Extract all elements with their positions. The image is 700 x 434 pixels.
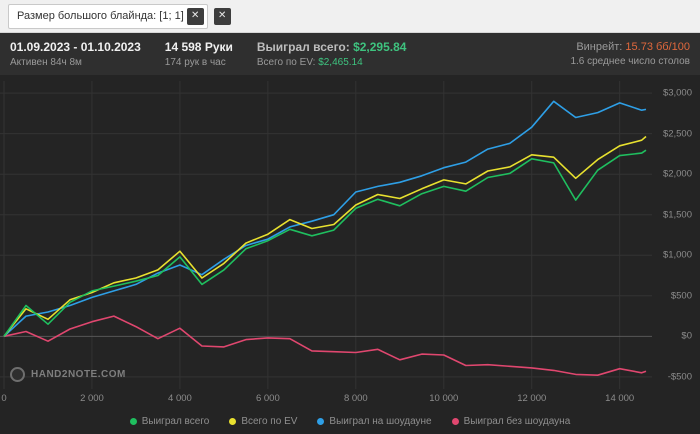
legend-label: Выиграл без шоудауна bbox=[463, 416, 571, 427]
filter-chip-big-blind[interactable]: Размер большого блайнда: [1; 1] ✕ bbox=[8, 3, 208, 29]
legend-dot-icon bbox=[317, 418, 325, 425]
series-line-1 bbox=[3, 135, 647, 337]
legend-label: Всего по EV bbox=[241, 416, 298, 427]
won-value: $2,295.84 bbox=[353, 40, 407, 54]
x-tick-label: 10 000 bbox=[429, 393, 459, 404]
stats-header: 01.09.2023 - 01.10.2023 Активен 84ч 8м 1… bbox=[0, 33, 700, 75]
legend: Выиграл всего Всего по EV Выиграл на шоуда… bbox=[0, 416, 700, 427]
y-tick-label: $2,000 bbox=[662, 168, 692, 180]
filter-chip-close-icon[interactable]: ✕ bbox=[186, 7, 204, 25]
avg-tables: 1.6 среднее число столов bbox=[570, 56, 690, 67]
legend-item-1[interactable]: Всего по EV bbox=[229, 416, 297, 427]
hand2note-logo-text: HAND2NOTE.COM bbox=[31, 369, 126, 380]
hands-per-hour: 174 рук в час bbox=[164, 57, 226, 68]
legend-label: Выиграл на шоудауне bbox=[329, 416, 432, 427]
y-tick-label: $3,000 bbox=[662, 87, 692, 99]
legend-dot-icon bbox=[129, 418, 137, 425]
date-block: 01.09.2023 - 01.10.2023 Активен 84ч 8м bbox=[10, 40, 141, 68]
filter-bar: Размер большого блайнда: [1; 1] ✕ ✕ bbox=[0, 0, 700, 33]
x-tick-label: 4 000 bbox=[168, 393, 192, 404]
x-tick-label: 8 000 bbox=[343, 393, 368, 404]
hand2note-logo: HAND2NOTE.COM bbox=[10, 367, 126, 382]
series-line-0 bbox=[3, 149, 647, 337]
won-label: Выиграл всего: bbox=[256, 40, 350, 54]
winrate-value: 15.73 бб/100 bbox=[625, 41, 690, 53]
winrate-label: Винрейт: bbox=[576, 41, 623, 53]
legend-item-3[interactable]: Выиграл без шоудауна bbox=[451, 416, 571, 427]
legend-dot-icon bbox=[229, 418, 237, 425]
winrate-block: Винрейт: 15.73 бб/100 1.6 среднее число … bbox=[570, 41, 690, 67]
x-tick-label: 2 000 bbox=[80, 393, 104, 404]
y-tick-label: $2,500 bbox=[662, 128, 692, 140]
winnings-graph: HAND2NOTE.COM Выиграл всего Всего по EV Вы… bbox=[0, 75, 700, 433]
legend-item-0[interactable]: Выиграл всего bbox=[129, 416, 210, 427]
filter-chip-label: Размер большого блайнда: [1; 1] bbox=[17, 10, 184, 22]
graph-canvas bbox=[0, 81, 652, 389]
y-tick-label: $1,500 bbox=[662, 209, 692, 221]
y-tick-label: $1,000 bbox=[662, 249, 692, 261]
hands-count: 14 598 Руки bbox=[164, 40, 233, 54]
winnings-block: Выиграл всего: $2,295.84 Всего по EV: $2… bbox=[257, 40, 407, 68]
x-tick-label: 0 bbox=[1, 393, 7, 404]
date-range: 01.09.2023 - 01.10.2023 bbox=[10, 40, 141, 54]
filter-clear-button[interactable]: ✕ bbox=[213, 7, 231, 25]
ev-label: Всего по EV: bbox=[256, 57, 316, 68]
hand2note-logo-icon bbox=[10, 367, 25, 382]
legend-item-2[interactable]: Выиграл на шоудауне bbox=[317, 416, 432, 427]
y-tick-label: -$500 bbox=[667, 371, 692, 383]
x-tick-label: 14 000 bbox=[605, 393, 635, 404]
x-tick-label: 12 000 bbox=[517, 393, 547, 404]
active-time: Активен 84ч 8м bbox=[10, 57, 82, 68]
series-line-3 bbox=[3, 315, 647, 377]
y-tick-label: $500 bbox=[670, 290, 692, 302]
hands-block: 14 598 Руки 174 рук в час bbox=[165, 40, 233, 68]
legend-label: Выиграл всего bbox=[141, 416, 210, 427]
y-tick-label: $0 bbox=[681, 330, 692, 342]
series-line-2 bbox=[3, 100, 647, 337]
legend-dot-icon bbox=[451, 418, 459, 425]
ev-value: $2,465.14 bbox=[318, 57, 363, 68]
x-tick-label: 6 000 bbox=[255, 393, 280, 404]
